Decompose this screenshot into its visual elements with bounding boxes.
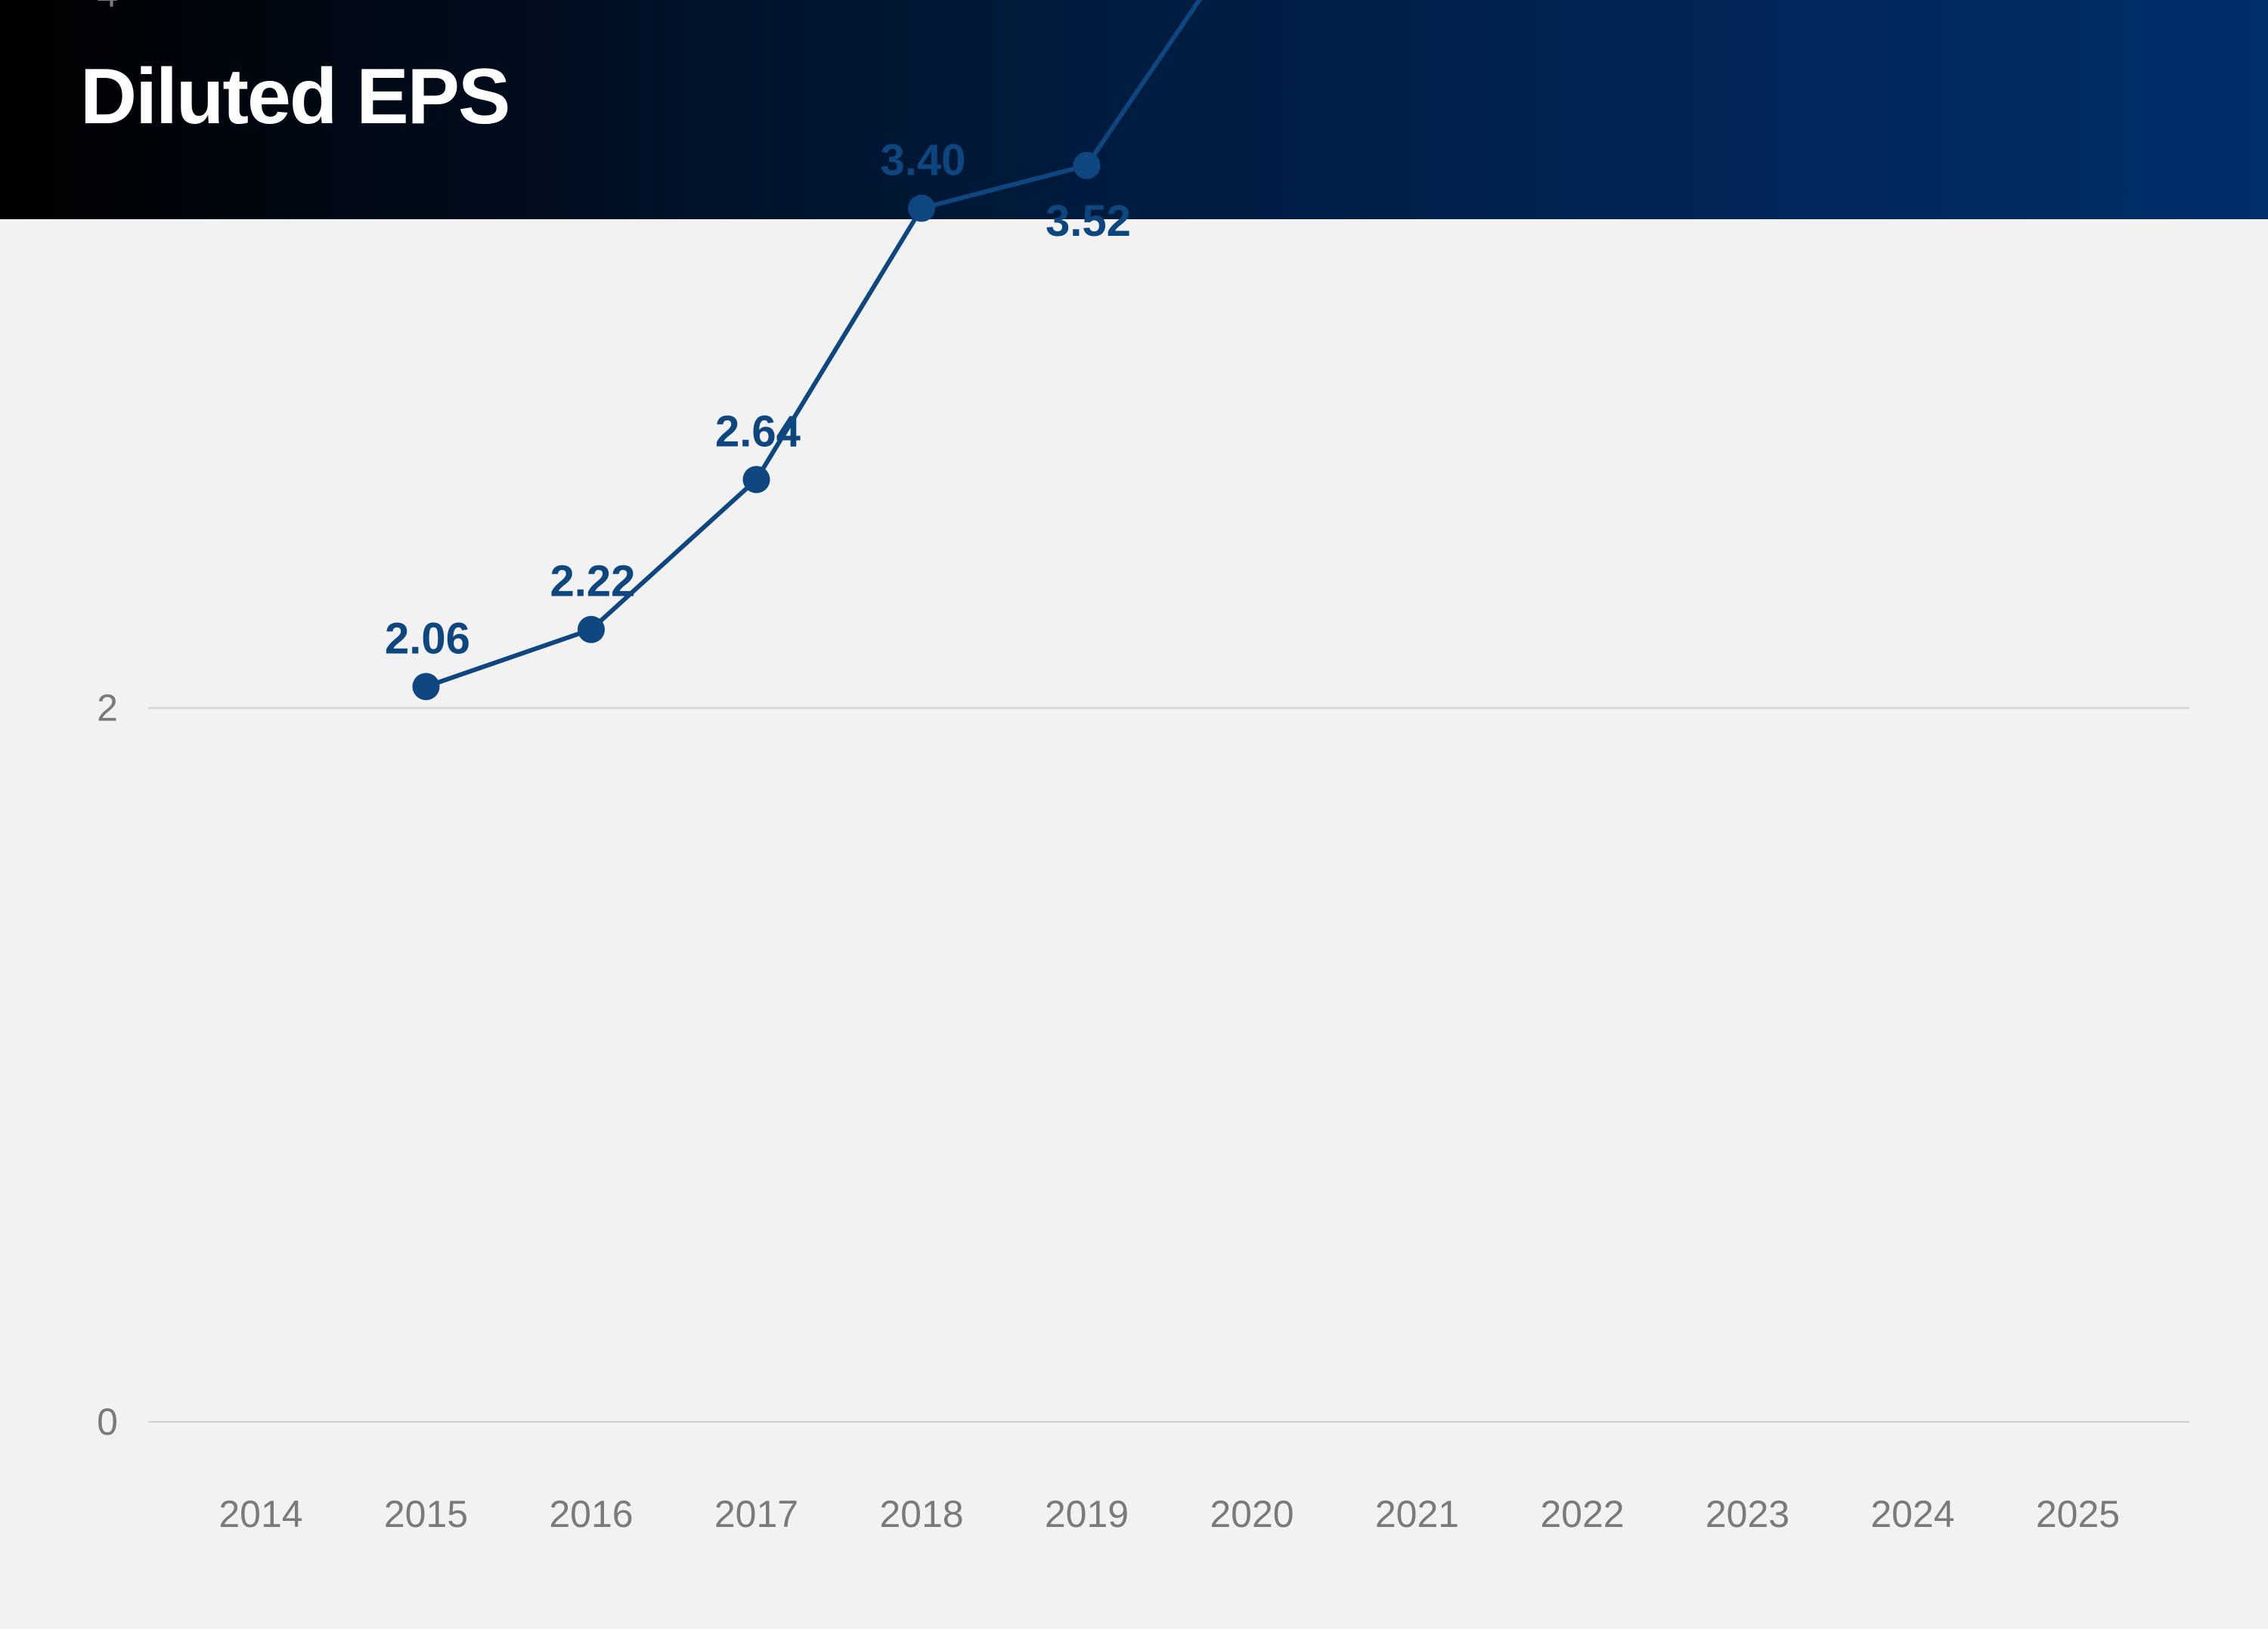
data-label: 2.64 [715,407,801,456]
x-tick-label: 2020 [1210,1493,1294,1535]
data-label: 3.40 [881,136,966,185]
x-tick-label: 2014 [218,1493,302,1535]
x-tick-label: 2023 [1706,1493,1789,1535]
data-point [908,194,935,222]
series-line [423,0,1203,689]
y-tick-label: 2 [97,687,118,729]
gridlines [148,707,2189,1423]
data-point [1073,151,1101,179]
x-tick-label: 2016 [549,1493,633,1535]
chart-title: Diluted EPS [80,53,510,141]
title-banner: Diluted EPS [0,0,2268,219]
y-axis: 0246 [97,0,118,1443]
data-point [578,615,605,643]
series-eps [412,0,1203,701]
data-label: 2.22 [550,557,636,606]
x-tick-label: 2022 [1540,1493,1624,1535]
x-tick-label: 2025 [2036,1493,2120,1535]
x-tick-label: 2024 [1870,1493,1954,1535]
y-tick-label: 4 [97,0,118,15]
data-label: 3.52 [1046,197,1131,246]
data-point [742,466,770,494]
data-point [412,673,440,701]
x-tick-label: 2017 [714,1493,798,1535]
x-tick-label: 2015 [384,1493,468,1535]
x-tick-label: 2018 [879,1493,963,1535]
y-tick-label: 0 [97,1401,118,1443]
x-axis: 2014 2015 2016 2017 2018 2019 2020 2021 2022 2023… [218,1493,2120,1535]
data-label: 2.06 [385,614,470,663]
data-labels: 2.062.222.643.403.524.204.375.194.426.50 [385,136,1131,664]
x-tick-label: 2019 [1045,1493,1129,1535]
x-tick-label: 2021 [1375,1493,1459,1535]
